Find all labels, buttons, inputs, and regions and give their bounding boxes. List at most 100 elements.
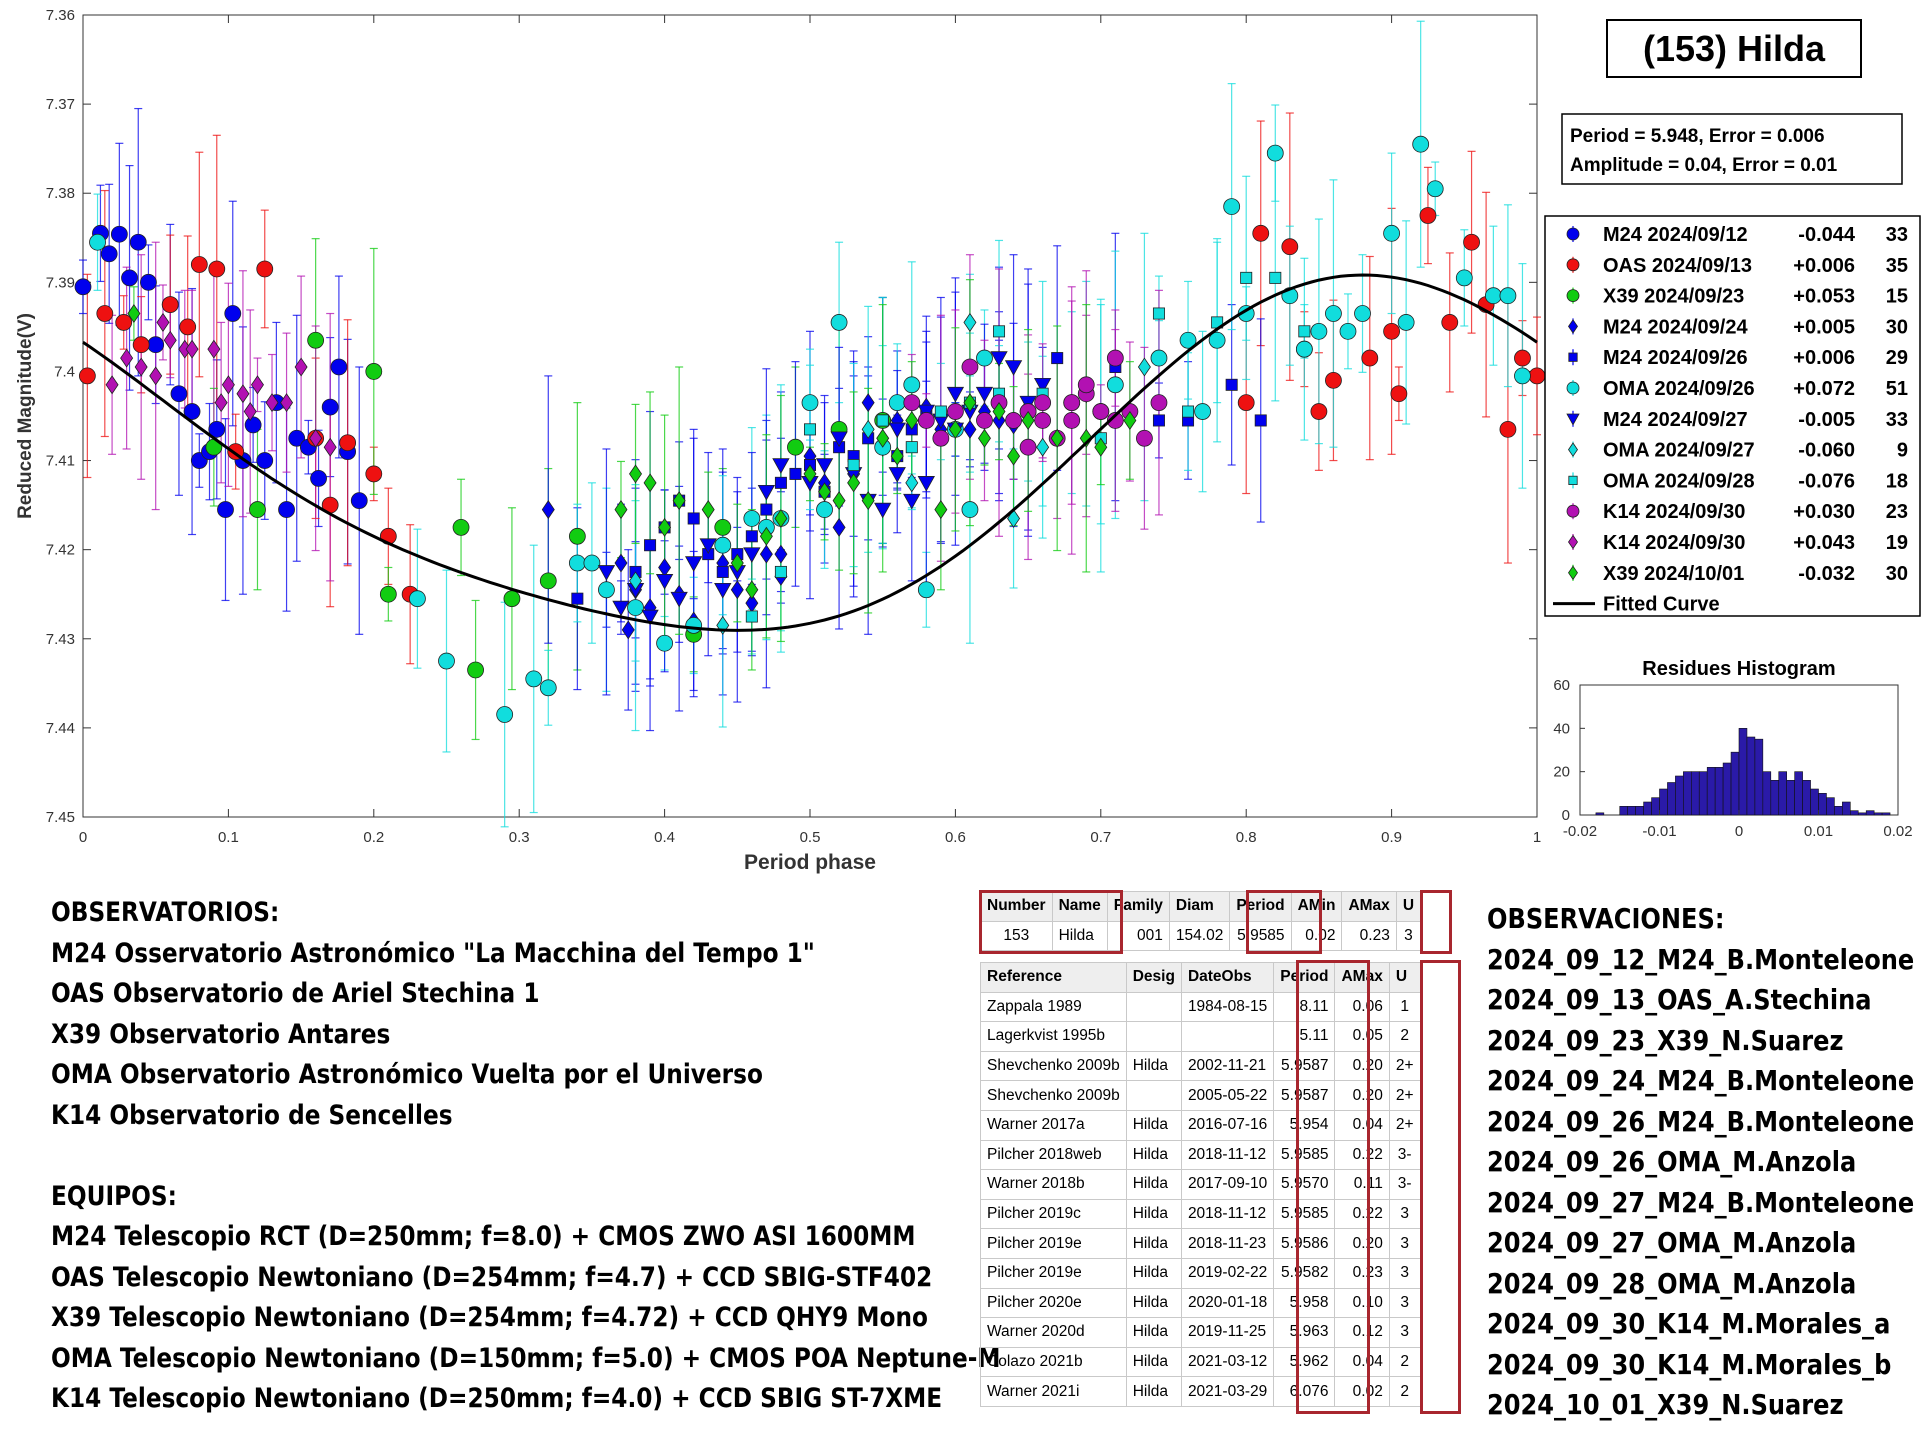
summary-header: Number xyxy=(980,891,1053,922)
data-point xyxy=(905,410,919,430)
legend-series-name: OMA 2024/09/26 xyxy=(1603,378,1755,400)
data-point xyxy=(1223,198,1241,215)
data-point xyxy=(179,318,197,336)
y-tick-label: 7.4 xyxy=(54,363,75,380)
legend-marker xyxy=(1568,534,1578,550)
data-point xyxy=(832,491,846,511)
histogram-bar xyxy=(1762,771,1772,816)
observatorio-line: OAS Observatorio de Ariel Stechina 1 xyxy=(51,978,540,1009)
data-point xyxy=(946,386,965,403)
reference-cell: Colazo 2021b xyxy=(980,1346,1127,1378)
reference-cell: 6.076 xyxy=(1273,1376,1336,1407)
reference-cell: Shevchenko 2009b xyxy=(980,1080,1127,1111)
data-point xyxy=(525,670,543,688)
reference-cell: 2+ xyxy=(1388,1050,1421,1082)
data-point xyxy=(1339,322,1357,340)
data-point xyxy=(1021,410,1035,430)
data-point xyxy=(1390,385,1408,403)
data-point xyxy=(496,706,514,723)
data-point xyxy=(992,402,1006,422)
histogram-title: Residues Histogram xyxy=(1642,658,1835,680)
reference-cell: Pilcher 2019e xyxy=(980,1257,1127,1289)
data-point xyxy=(745,580,759,600)
legend-series-name: K14 2024/09/30 xyxy=(1603,501,1745,523)
data-point xyxy=(888,422,906,439)
reference-cell: 0.20 xyxy=(1334,1050,1390,1082)
reference-cell: Hilda xyxy=(1125,1257,1182,1289)
data-point xyxy=(1240,271,1253,284)
reference-row: Shevchenko 2009b Hilda 2002-11-21 5.9587 0.2… xyxy=(980,1050,1421,1082)
data-point xyxy=(208,420,226,438)
histogram-bar xyxy=(1730,751,1740,816)
summary-cell: Hilda xyxy=(1051,920,1108,952)
data-point xyxy=(1266,144,1284,162)
data-point xyxy=(256,260,274,278)
data-point xyxy=(961,501,979,518)
reference-cell: Warner 2018b xyxy=(980,1169,1127,1200)
data-point xyxy=(861,491,875,511)
equipos-heading: EQUIPOS: xyxy=(51,1180,177,1212)
histogram-bar xyxy=(1643,801,1652,816)
data-point xyxy=(214,393,228,413)
reference-cell: 3- xyxy=(1388,1169,1421,1200)
observatorios-block: OBSERVATORIOS: M24 Osservatorio Astronóm… xyxy=(51,893,1001,1420)
summary-table: Number Name Family Diam Period AMin AMax… xyxy=(980,891,1422,952)
data-point xyxy=(597,565,616,581)
data-point xyxy=(975,386,994,403)
reference-row: Colazo 2021b Hilda 2021-03-12 5.962 0.04 2 xyxy=(980,1346,1421,1378)
data-point xyxy=(905,441,918,454)
y-axis-label: Reduced Magnitude(V) xyxy=(15,313,36,519)
data-point xyxy=(614,553,628,573)
observatorios-heading: OBSERVATORIOS: xyxy=(51,897,280,928)
data-point xyxy=(861,419,875,439)
reference-cell: 3 xyxy=(1388,1317,1421,1348)
x-tick-label: 0.5 xyxy=(800,829,821,846)
legend-offset: -0.005 xyxy=(1798,409,1855,431)
observacion-line: 2024_09_13_OAS_A.Stechina xyxy=(1487,983,1872,1016)
reference-cell: Hilda xyxy=(1125,1139,1182,1171)
data-point xyxy=(379,585,397,603)
data-point xyxy=(917,412,935,429)
y-tick-label: 7.39 xyxy=(46,274,75,291)
legend-box xyxy=(1544,215,1921,617)
y-tick-label: 7.43 xyxy=(46,631,75,648)
legend-series-name: M24 2024/09/26 xyxy=(1603,347,1748,369)
data-point xyxy=(438,652,455,670)
highlight-u-column xyxy=(1420,960,1461,1414)
data-point xyxy=(1225,378,1238,391)
data-point xyxy=(1252,224,1270,242)
data-point xyxy=(1325,371,1342,389)
data-point xyxy=(644,539,657,552)
histogram-bar xyxy=(1651,797,1660,816)
histogram-bar xyxy=(1691,771,1700,816)
data-point xyxy=(1419,207,1437,224)
observacion-line: 2024_09_28_OMA_M.Anzola xyxy=(1487,1266,1857,1300)
data-point xyxy=(672,491,686,511)
legend-count: 35 xyxy=(1886,255,1908,277)
data-point xyxy=(830,314,848,331)
reference-row: Warner 2018b Hilda 2017-09-10 5.9570 0.11 3- xyxy=(980,1169,1421,1200)
reference-cell: Pilcher 2019e xyxy=(980,1228,1127,1259)
legend-offset: +0.005 xyxy=(1793,316,1855,338)
reference-cell: 3 xyxy=(1388,1287,1421,1319)
data-point xyxy=(1254,414,1267,427)
observacion-line: 2024_09_23_X39_N.Suarez xyxy=(1487,1023,1844,1057)
data-point xyxy=(629,571,643,591)
data-point xyxy=(224,305,242,322)
data-point xyxy=(804,423,817,436)
y-tick-label: 7.38 xyxy=(46,185,75,202)
data-point xyxy=(134,357,148,377)
data-point xyxy=(127,304,141,324)
data-point xyxy=(265,393,279,413)
reference-cell: Hilda xyxy=(1125,1050,1182,1082)
legend-curve-name: Fitted Curve xyxy=(1603,594,1720,616)
data-point xyxy=(685,556,703,572)
legend-series-name: OMA 2024/09/28 xyxy=(1603,470,1755,492)
data-point xyxy=(961,358,979,376)
histogram-y-tick-label: 0 xyxy=(1562,807,1570,824)
histogram-y-tick-label: 20 xyxy=(1553,764,1570,781)
x-tick-label: 0.8 xyxy=(1236,829,1257,846)
histogram-bar xyxy=(1659,788,1668,816)
legend-marker xyxy=(1566,504,1580,518)
observacion-line: 2024_09_30_K14_M.Morales_a xyxy=(1487,1307,1891,1340)
